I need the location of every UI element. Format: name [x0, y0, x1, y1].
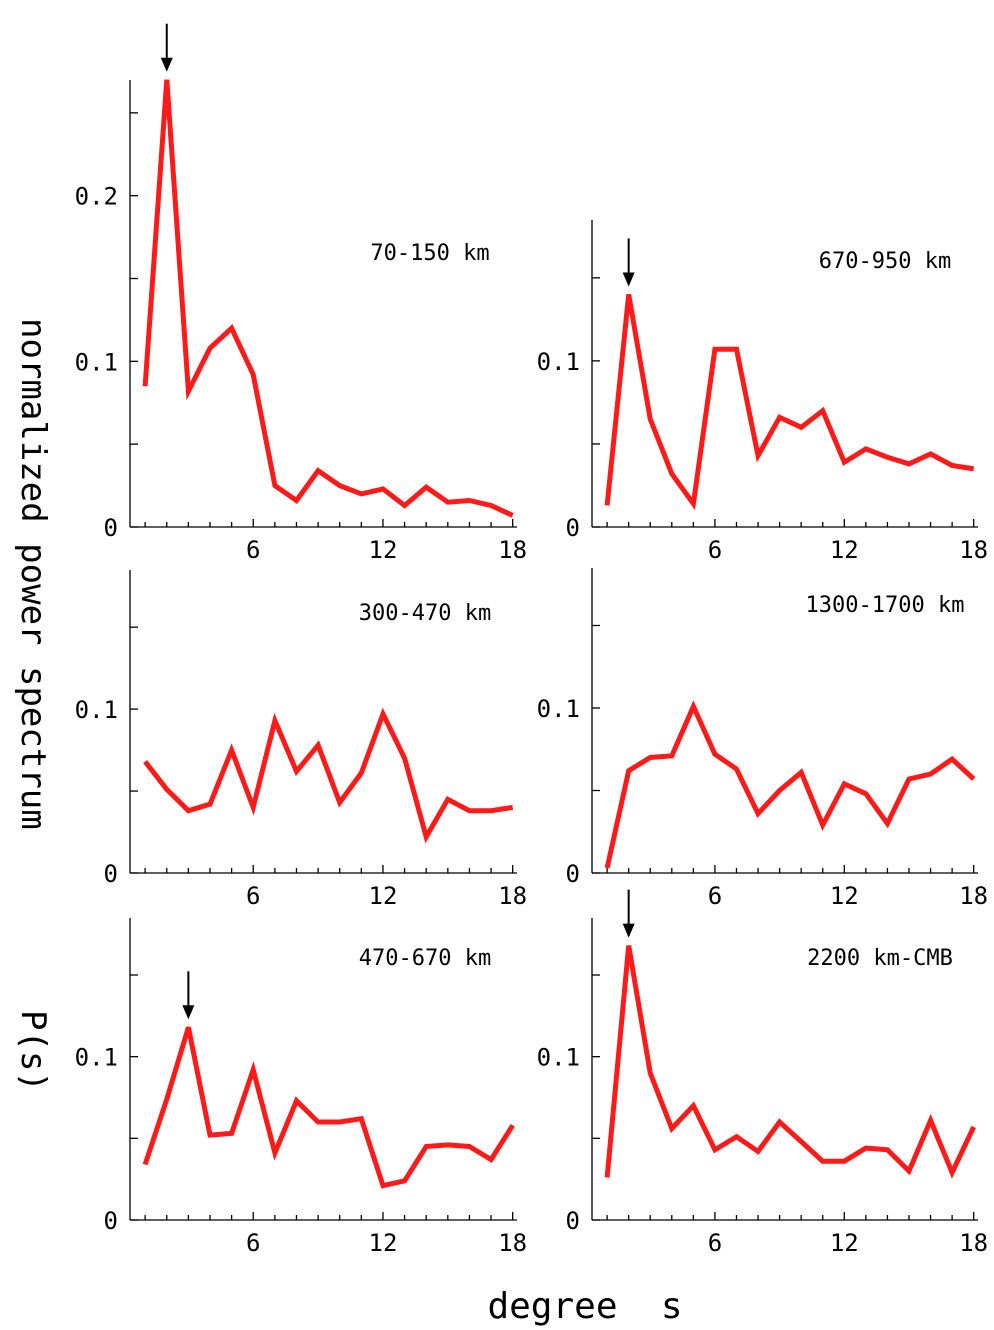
- x-tick-label: 12: [830, 882, 859, 910]
- y-tick-label: 0: [566, 1207, 580, 1235]
- y-tick-label: 0: [566, 860, 580, 888]
- x-tick-label: 6: [246, 536, 260, 564]
- panel-2: 0 0.1 6 12 18 670-950 km: [537, 220, 988, 564]
- x-tick-label: 18: [498, 882, 527, 910]
- x-tick-label: 6: [708, 536, 722, 564]
- series-line: [142, 79, 514, 518]
- x-tick-label: 12: [369, 536, 398, 564]
- peak-arrow: [622, 889, 635, 938]
- y-tick-label: 0.1: [75, 696, 118, 724]
- x-tick-label: 6: [708, 882, 722, 910]
- y-tick-label: 0.1: [537, 348, 580, 376]
- x-axis-label: degree s: [487, 1286, 682, 1327]
- y-tick-label: 0: [104, 860, 118, 888]
- panel-title: 1300-1700 km: [806, 593, 965, 618]
- x-tick-label: 12: [830, 1229, 859, 1257]
- panel-title: 2200 km-CMB: [807, 946, 953, 971]
- x-tick-label: 18: [959, 882, 988, 910]
- panel-3: 0 0.1 6 12 18 300-470 km: [75, 570, 527, 910]
- y-tick-label: 0: [104, 1207, 118, 1235]
- series-line: [143, 707, 514, 844]
- panel-4: 0 0.1 6 12 18 1300-1700 km: [537, 568, 988, 910]
- series-line: [604, 945, 976, 1179]
- x-tick-label: 6: [708, 1229, 722, 1257]
- y-tick-label: 0.2: [75, 183, 118, 211]
- x-tick-label: 12: [369, 882, 398, 910]
- chart-panels: 0 0.1 0.2 6 12 18 70-150 km 0 0.1 6 12 18 670-950 km…: [75, 23, 988, 1257]
- x-tick-label: 18: [959, 536, 988, 564]
- y-tick-label: 0.1: [537, 1044, 580, 1072]
- x-tick-label: 6: [246, 882, 260, 910]
- x-tick-label: 18: [498, 1229, 527, 1257]
- series-line: [604, 293, 975, 511]
- y-tick-label: 0.1: [75, 348, 118, 376]
- x-tick-label: 18: [498, 536, 527, 564]
- panel-title: 300-470 km: [359, 601, 491, 626]
- series-line: [142, 1026, 515, 1189]
- peak-arrow-head: [622, 272, 635, 287]
- y-tick-label: 0.1: [537, 695, 580, 723]
- panel-5: 0 0.1 6 12 18 470-670 km: [75, 918, 527, 1257]
- y-tick-label: 0: [566, 514, 580, 542]
- x-tick-label: 18: [959, 1229, 988, 1257]
- peak-arrow-head: [622, 923, 635, 938]
- x-tick-label: 6: [246, 1229, 260, 1257]
- panel-6: 0 0.1 6 12 18 2200 km-CMB: [537, 889, 988, 1257]
- y-axis-label: normalized power spectrum: [13, 318, 53, 830]
- peak-arrow: [182, 971, 195, 1020]
- x-tick-label: 12: [369, 1229, 398, 1257]
- peak-arrow: [160, 23, 173, 72]
- panel-title: 70-150 km: [370, 241, 489, 266]
- panel-title: 470-670 km: [359, 946, 491, 971]
- peak-arrow-head: [160, 57, 173, 72]
- y-axis-label-secondary: P(s): [13, 1010, 53, 1092]
- y-tick-label: 0: [104, 514, 118, 542]
- panel-title: 670-950 km: [819, 249, 951, 274]
- x-tick-label: 12: [830, 536, 859, 564]
- peak-arrow-head: [182, 1005, 195, 1020]
- panel-1: 0 0.1 0.2 6 12 18 70-150 km: [75, 23, 527, 564]
- series-line: [604, 700, 976, 869]
- y-tick-label: 0.1: [75, 1044, 118, 1072]
- peak-arrow: [622, 238, 635, 287]
